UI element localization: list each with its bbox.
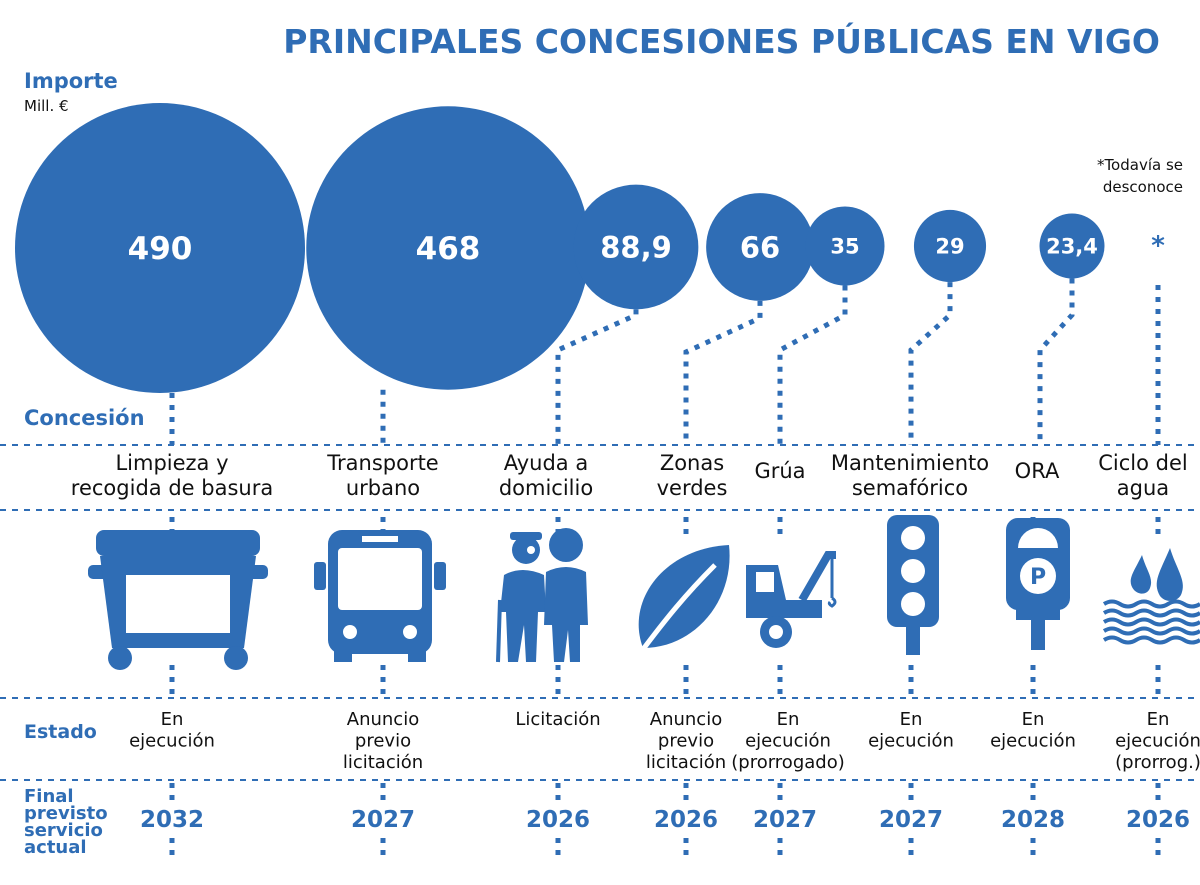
final-label-line: actual	[24, 837, 87, 858]
status-text: licitación	[343, 752, 423, 773]
concession-name: Limpieza y	[115, 451, 228, 475]
tow-truck-icon	[746, 551, 837, 648]
bubble-value-label: 66	[740, 230, 780, 264]
bubble-value-label: 88,9	[600, 230, 672, 264]
bubble	[573, 184, 699, 310]
status-text: En	[777, 709, 800, 730]
connector-line	[683, 300, 763, 445]
end-year: 2032	[140, 807, 204, 833]
concession-name: semafórico	[852, 476, 968, 500]
bubbles: 490 468 88,9 66 35 29 23,4 *	[15, 103, 1165, 393]
icons: P	[88, 515, 1200, 670]
bubble-value-label: 468	[416, 231, 481, 267]
concession-name: recogida de basura	[71, 476, 273, 500]
bubble-value-label: 29	[935, 235, 964, 259]
connector-line	[908, 282, 953, 445]
status-text: ejecución	[1115, 731, 1200, 752]
concession-name: Ayuda a	[504, 451, 588, 475]
leaf-icon	[638, 545, 730, 654]
parking-meter-icon: P	[1006, 518, 1070, 650]
final-label: Final previsto servicio actual	[24, 786, 108, 858]
connector-line	[555, 309, 639, 445]
status-text: previo	[658, 731, 714, 752]
importe-label: Importe	[24, 69, 118, 93]
status-text: Licitación	[515, 709, 600, 730]
final-label-line: previsto	[24, 803, 108, 824]
bubble-value-label: *	[1151, 231, 1165, 261]
status-text: ejecución	[129, 731, 215, 752]
bubble-value-label: 35	[830, 235, 859, 259]
connectors	[169, 278, 1161, 862]
parking-p: P	[1030, 565, 1046, 590]
status-text: En	[1147, 709, 1170, 730]
end-year: 2026	[1126, 807, 1190, 833]
bubble	[913, 209, 987, 283]
status-text: (prorrogado)	[731, 752, 844, 773]
note-line: *Todavía se	[1097, 156, 1183, 174]
status-text: Anuncio	[347, 709, 419, 730]
status-text: ejecución	[990, 731, 1076, 752]
bubble-value-label: 490	[128, 231, 193, 267]
bubble-value-label: 23,4	[1046, 235, 1098, 259]
concession-name: domicilio	[499, 476, 593, 500]
status-text: previo	[355, 731, 411, 752]
garbage-container-icon	[88, 530, 268, 670]
chart-title: PRINCIPALES CONCESIONES PÚBLICAS EN VIGO	[283, 21, 1160, 61]
status-text: licitación	[646, 752, 726, 773]
concesion-label: Concesión	[24, 406, 145, 430]
bubble	[1039, 213, 1105, 279]
water-icon	[1102, 548, 1200, 645]
final-label-line: servicio	[24, 820, 103, 841]
elderly-care-icon	[496, 528, 588, 663]
concession-name: Mantenimiento	[831, 451, 989, 475]
concession-name: Grúa	[754, 459, 805, 483]
status-text: ejecución	[868, 731, 954, 752]
end-year: 2026	[654, 807, 718, 833]
status-text: (prorrog.)	[1115, 752, 1200, 773]
unit-label: Mill. €	[24, 97, 69, 115]
status-text: Anuncio	[650, 709, 722, 730]
bubble	[706, 193, 814, 301]
concession-name: urbano	[346, 476, 420, 500]
bubble	[15, 103, 305, 393]
status-text: En	[900, 709, 923, 730]
end-year: 2028	[1001, 807, 1065, 833]
status-text: En	[161, 709, 184, 730]
end-year: 2027	[879, 807, 943, 833]
bus-icon	[314, 530, 446, 662]
concession-name: Transporte	[326, 451, 438, 475]
bubble	[805, 206, 885, 286]
final-label-line: Final	[24, 786, 74, 807]
status-text: En	[1022, 709, 1045, 730]
concession-name: ORA	[1015, 459, 1060, 483]
bubble	[306, 106, 590, 390]
status-text: ejecución	[745, 731, 831, 752]
connector-line	[1037, 278, 1075, 445]
row-separators	[0, 444, 1200, 781]
estado-label: Estado	[24, 721, 97, 743]
concession-name: Zonas	[660, 451, 724, 475]
concession-name: agua	[1117, 476, 1169, 500]
connector-line	[777, 285, 848, 445]
end-year: 2027	[351, 807, 415, 833]
end-year: 2027	[753, 807, 817, 833]
note-line: desconoce	[1103, 178, 1183, 196]
concession-name: Ciclo del	[1098, 451, 1188, 475]
unknown-note: *Todavía se desconoce	[1097, 156, 1183, 196]
concession-name: verdes	[657, 476, 728, 500]
end-year: 2026	[526, 807, 590, 833]
traffic-light-icon	[887, 515, 939, 655]
